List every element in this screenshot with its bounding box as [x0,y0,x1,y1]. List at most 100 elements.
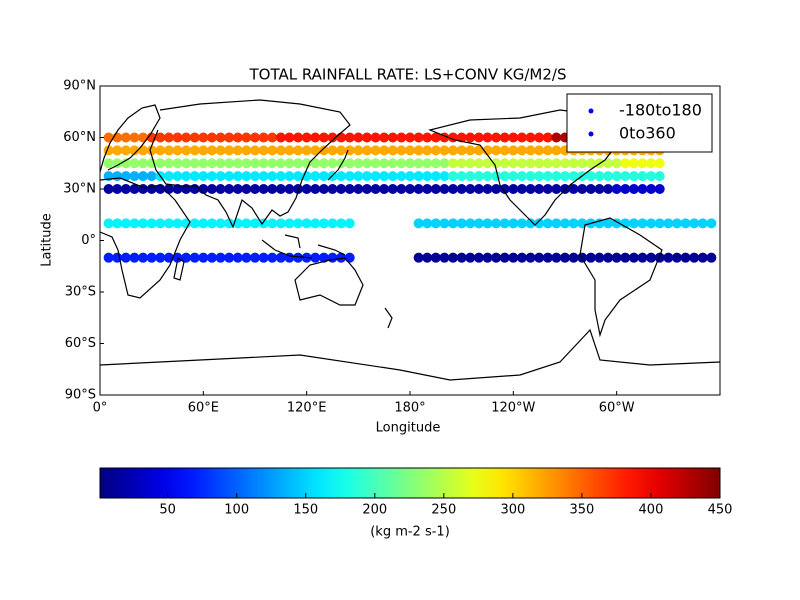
scatter-point [103,132,114,143]
scatter-point [241,218,252,229]
y-tick-label: 60°S [65,336,96,351]
scatter-point [258,132,269,143]
x-tick-label: 120°E [287,401,327,416]
scatter-point [525,171,536,182]
coast-new-zealand [384,307,393,329]
scatter-point [611,158,622,169]
scatter-point [387,171,398,182]
scatter-point [267,218,278,229]
y-tick-label: 0° [81,233,96,248]
scatter-point [250,158,260,169]
scatter-point [120,145,131,156]
scatter-point [413,158,424,169]
scatter-point [103,218,114,229]
scatter-point [568,252,579,263]
scatter-point [473,145,484,156]
scatter-point [525,218,536,229]
scatter-point [336,132,347,143]
scatter-point [413,184,424,194]
scatter-point [396,184,407,194]
scatter-point [525,252,536,263]
scatter-point [542,171,553,182]
scatter-point [353,145,364,156]
scatter-point [189,171,200,182]
scatter-point [577,158,588,169]
scatter-point [551,184,562,194]
scatter-point [361,132,372,143]
scatter-point [232,158,243,169]
scatter-point [499,145,510,156]
scatter-point [181,252,192,263]
scatter-point [146,171,157,182]
scatter-point [198,184,209,194]
scatter-point [336,184,347,194]
scatter-point [465,184,476,194]
scatter-point [275,171,286,182]
scatter-point [637,218,648,229]
scatter-point [637,252,648,263]
scatter-point [215,218,226,229]
scatter-point [603,218,614,229]
scatter-point [258,145,269,156]
scatter-point [542,184,553,194]
scatter-point [379,132,390,143]
x-tick-label: 0° [93,401,108,416]
scatter-point [344,171,355,182]
scatter-point [628,184,639,194]
scatter-point [603,252,614,263]
scatter-point [275,252,286,263]
scatter-point [103,252,114,263]
scatter-point [396,145,407,156]
scatter-point [448,218,459,229]
scatter-point [516,184,527,194]
scatter-point [654,252,665,263]
scatter-point [181,132,192,143]
scatter-point [163,145,174,156]
scatter-point [628,171,639,182]
scatter-point [542,252,553,263]
scatter-point [275,132,286,143]
scatter-point [129,252,140,263]
scatter-point [473,132,484,143]
scatter-point [327,218,338,229]
scatter-point [103,184,114,194]
scatter-point [293,171,304,182]
scatter-point [585,158,596,169]
scatter-point [379,184,390,194]
scatter-point [491,132,502,143]
scatter-point [508,171,519,182]
colorbar-tick-label: 400 [639,503,664,518]
scatter-point [250,145,260,156]
scatter-point [430,132,441,143]
scatter-point [637,184,648,194]
scatter-point [215,158,226,169]
scatter-point [138,158,149,169]
scatter-point [163,158,174,169]
scatter-point [318,158,329,169]
legend-marker [588,108,594,114]
scatter-point [163,171,174,182]
scatter-point [516,145,527,156]
scatter-point [189,218,200,229]
scatter-point [224,145,235,156]
scatter-point [508,158,519,169]
scatter-point [628,218,639,229]
scatter-point [542,132,553,143]
coast-japan [327,149,349,181]
scatter-point [568,171,579,182]
scatter-point [491,158,502,169]
scatter-point [422,171,433,182]
scatter-point [198,218,209,229]
scatter-point [138,171,149,182]
scatter-point [232,145,243,156]
scatter-point [336,171,347,182]
scatter-point [112,145,123,156]
scatter-point [542,145,553,156]
scatter-point [482,218,493,229]
scatter-point [232,171,243,182]
scatter-point [250,184,260,194]
scatter-point [293,184,304,194]
scatter-point [301,132,312,143]
scatter-point [258,218,269,229]
scatter-point [163,218,174,229]
